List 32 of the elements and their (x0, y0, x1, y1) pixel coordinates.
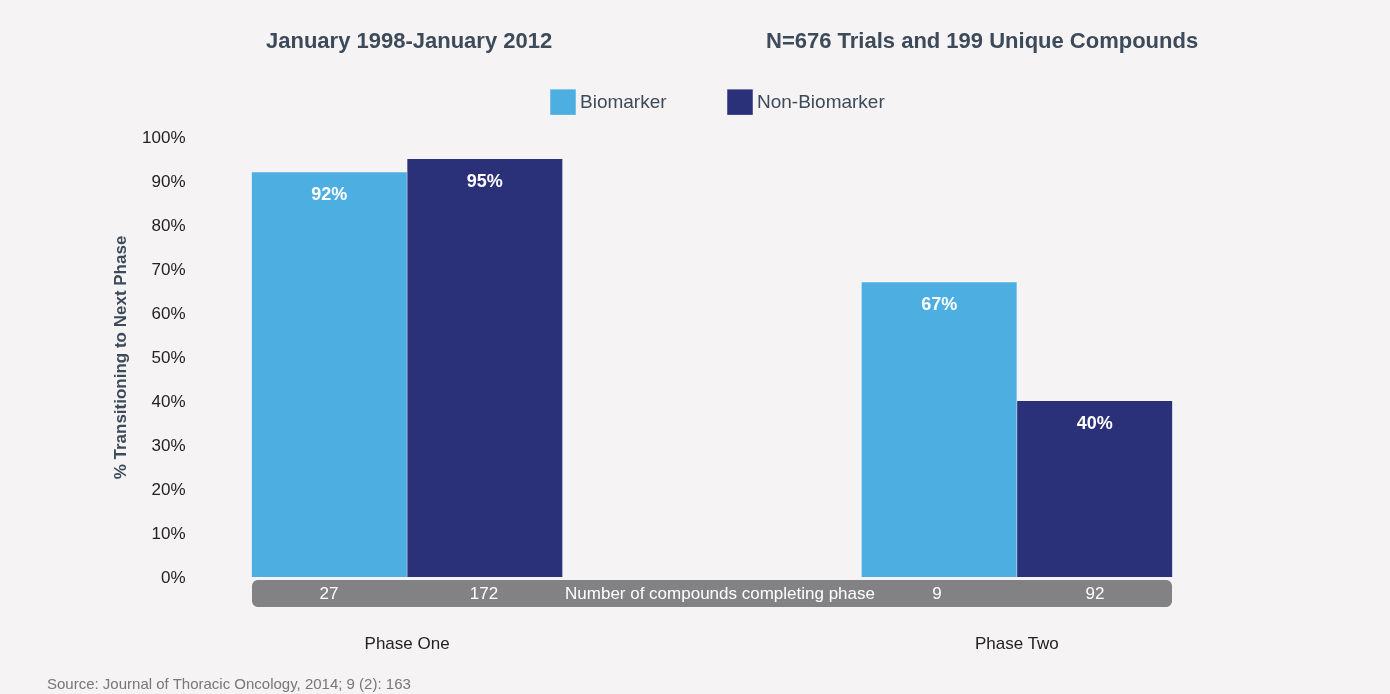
x-tick-label: Phase Two (975, 633, 1059, 653)
y-tick-label: 40% (151, 391, 186, 411)
y-tick-label: 20% (151, 479, 186, 499)
data-label: 40% (1076, 413, 1113, 433)
data-label: 92% (311, 184, 348, 205)
source-note: Source: Journal of Thoracic Oncology, 2014; 9 (2): 163 (47, 675, 411, 692)
chart-subtitle: N=676 Trials and 199 Unique Compounds (766, 28, 1199, 53)
y-tick-label: 80% (151, 215, 186, 235)
text: 9 (932, 584, 942, 603)
legend-label: Non-Biomarker (757, 91, 886, 113)
bar (407, 159, 563, 577)
y-tick-label: 100% (142, 127, 186, 147)
bar (861, 282, 1017, 577)
y-tick-label: 70% (151, 259, 186, 279)
y-axis-title: % Transitioning to Next Phase (111, 235, 131, 480)
y-tick-label: 90% (151, 171, 186, 191)
legend-label: Biomarker (580, 91, 668, 113)
bar (1017, 401, 1173, 577)
text: 92 (1085, 584, 1105, 603)
x-tick-label: Phase One (364, 633, 450, 653)
data-label: 95% (466, 171, 503, 191)
y-tick-label: 10% (151, 523, 186, 543)
chart-title: January 1998-January 2012 (266, 28, 553, 53)
text: 27 (319, 584, 339, 603)
y-tick-label: 30% (151, 435, 186, 455)
y-tick-label: 60% (151, 303, 186, 323)
text: Number of compounds completing phase (565, 584, 875, 603)
text: 172 (469, 584, 499, 603)
data-label: 67% (921, 294, 958, 315)
bar (251, 172, 407, 577)
y-tick-label: 50% (151, 347, 186, 367)
y-tick-label: 0% (160, 567, 186, 587)
